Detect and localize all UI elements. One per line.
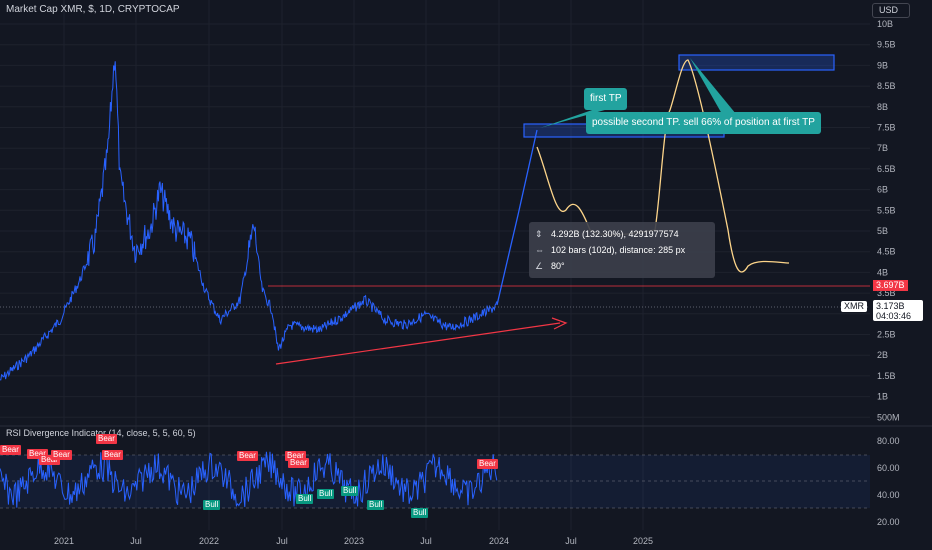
- bull-signal-label: Bull: [341, 486, 359, 496]
- time-axis-label: 2024: [489, 536, 509, 546]
- bear-signal-label: Bear: [477, 459, 498, 469]
- price-axis-label: 6.5B: [877, 164, 896, 174]
- price-axis-label: 10B: [877, 19, 893, 29]
- bear-signal-label: Bear: [285, 451, 306, 461]
- time-axis-label: 2021: [54, 536, 74, 546]
- price-axis-label: 8.5B: [877, 81, 896, 91]
- price-axis-label: 4B: [877, 267, 888, 277]
- time-axis-label: Jul: [420, 536, 432, 546]
- bear-signal-label: Bear: [96, 434, 117, 444]
- bar-countdown: 04:03:46: [876, 311, 912, 321]
- time-axis-label: Jul: [565, 536, 577, 546]
- price-axis-label: 500M: [877, 412, 900, 422]
- price-axis-label: 9B: [877, 60, 888, 70]
- price-axis-label: 8B: [877, 102, 888, 112]
- rsi-axis-label: 40.00: [877, 490, 900, 500]
- second-tp-callout[interactable]: possible second TP. sell 66% of position…: [586, 112, 821, 134]
- price-axis-label: 1B: [877, 392, 888, 402]
- rsi-axis: 80.00 60.00 40.00 20.00: [877, 436, 900, 527]
- first-tp-callout[interactable]: first TP: [584, 88, 628, 110]
- resistance-price-tag: 3.697B: [873, 280, 908, 291]
- price-axis-label: 2.5B: [877, 330, 896, 340]
- support-trend-line: [275, 322, 561, 365]
- bear-signal-label: Bear: [237, 451, 258, 461]
- rsi-axis-label: 80.00: [877, 436, 900, 446]
- bull-signal-label: Bull: [296, 494, 314, 504]
- rsi-axis-label: 60.00: [877, 463, 900, 473]
- price-axis-label: 3.5B: [877, 288, 896, 298]
- time-axis-label: Jul: [276, 536, 288, 546]
- price-series-line: [0, 61, 498, 381]
- price-axis-label: 1.5B: [877, 371, 896, 381]
- price-axis[interactable]: 10B 9.5B 9B 8.5B 8B 7.5B 7B 6.5B 6B 5.5B 5B 4.5B 4B 3…: [877, 19, 900, 422]
- price-axis-label: 5.5B: [877, 205, 896, 215]
- bull-signal-label: Bull: [367, 500, 385, 510]
- projection-curve: [536, 59, 790, 273]
- bear-signal-label: Bear: [0, 445, 21, 455]
- current-price-value: 3.173B: [876, 301, 905, 311]
- bull-signal-label: Bull: [203, 500, 221, 510]
- support-trend-arrowhead: [551, 317, 568, 330]
- grid-lines: [0, 0, 870, 530]
- price-axis-label: 7.5B: [877, 123, 896, 133]
- measure-range: 102 bars (102d), distance: 285 px: [551, 245, 686, 255]
- bull-signal-label: Bull: [317, 489, 335, 499]
- width-icon: ⇔: [535, 245, 544, 255]
- price-axis-label: 6B: [877, 185, 888, 195]
- price-axis-label: 9.5B: [877, 40, 896, 50]
- symbol-price-label: XMR: [841, 301, 867, 312]
- bear-signal-label: Bear: [102, 450, 123, 460]
- price-axis-label: 7B: [877, 143, 888, 153]
- price-axis-label: 5B: [877, 226, 888, 236]
- time-axis-label: 2025: [633, 536, 653, 546]
- rsi-indicator-title[interactable]: RSI Divergence Indicator (14, close, 5, …: [6, 428, 196, 438]
- current-price-tag: 3.173B 04:03:46: [873, 300, 923, 321]
- height-icon: ⇕: [535, 228, 543, 239]
- angle-icon: ∠: [535, 260, 544, 271]
- time-axis-label: 2023: [344, 536, 364, 546]
- bull-signal-label: Bull: [411, 508, 429, 518]
- time-axis[interactable]: 2021 Jul 2022 Jul 2023 Jul 2024 Jul 2025: [54, 536, 653, 546]
- measure-angle: 80°: [551, 261, 565, 271]
- rsi-series-line: [0, 451, 498, 508]
- bear-signal-label: Bear: [39, 455, 60, 465]
- second-tp-zone[interactable]: [678, 54, 835, 71]
- second-tp-callout-pointer: [690, 58, 736, 114]
- bear-signal-label: Bear: [288, 458, 309, 468]
- price-axis-label: 2B: [877, 350, 888, 360]
- bear-signal-label: Bear: [27, 449, 48, 459]
- currency-selector[interactable]: USD: [872, 3, 910, 18]
- symbol-title[interactable]: Market Cap XMR, $, 1D, CRYPTOCAP: [6, 4, 180, 15]
- rsi-axis-label: 20.00: [877, 517, 900, 527]
- projected-rally-line: [496, 129, 538, 306]
- time-axis-label: Jul: [130, 536, 142, 546]
- measure-tool-tooltip[interactable]: ⇕ 4.292B (132.30%), 4291977574 ⇔ 102 bars …: [529, 222, 715, 278]
- time-axis-label: 2022: [199, 536, 219, 546]
- bear-signal-label: Bear: [51, 450, 72, 460]
- measure-change: 4.292B (132.30%), 4291977574: [551, 229, 679, 239]
- price-axis-label: 4.5B: [877, 247, 896, 257]
